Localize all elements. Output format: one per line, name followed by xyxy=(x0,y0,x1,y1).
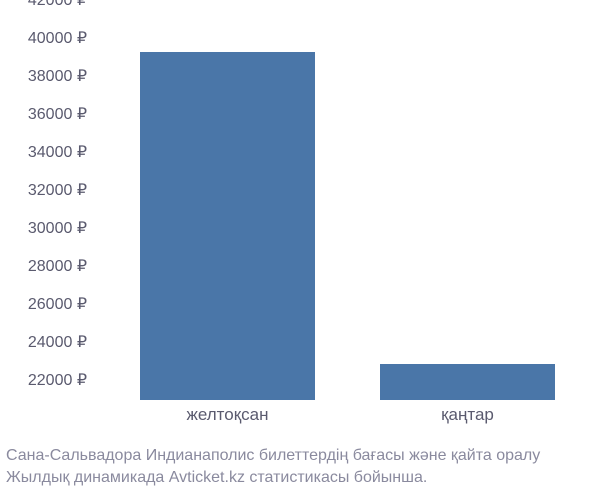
y-tick-label: 40000 ₽ xyxy=(28,28,87,48)
chart-caption: Сана-Сальвадора Индианаполис билеттердің… xyxy=(0,445,600,490)
y-axis: 22000 ₽ 24000 ₽ 26000 ₽ 28000 ₽ 30000 ₽ 32000… xyxy=(0,20,95,400)
caption-line-1: Сана-Сальвадора Индианаполис билеттердің… xyxy=(6,445,594,467)
y-tick-label: 36000 ₽ xyxy=(28,104,87,124)
price-chart: 22000 ₽ 24000 ₽ 26000 ₽ 28000 ₽ 30000 ₽ 32000… xyxy=(0,0,600,500)
y-tick-label: 38000 ₽ xyxy=(28,66,87,86)
bar xyxy=(380,364,555,400)
y-tick-label: 34000 ₽ xyxy=(28,142,87,162)
y-tick-label: 42000 ₽ xyxy=(28,0,87,10)
y-tick-label: 28000 ₽ xyxy=(28,256,87,276)
caption-line-2: Жылдық динамикада Avticket.kz статистика… xyxy=(6,467,594,489)
bars-group xyxy=(100,20,580,400)
x-tick-label: желтоқсан xyxy=(186,405,268,425)
y-tick-label: 24000 ₽ xyxy=(28,332,87,352)
bar xyxy=(140,52,315,400)
y-tick-label: 26000 ₽ xyxy=(28,294,87,314)
x-tick-label: қаңтар xyxy=(441,405,494,425)
y-tick-label: 30000 ₽ xyxy=(28,218,87,238)
y-tick-label: 32000 ₽ xyxy=(28,180,87,200)
x-axis-labels: желтоқсан қаңтар xyxy=(100,405,580,435)
chart-plot-area xyxy=(100,20,580,400)
y-tick-label: 22000 ₽ xyxy=(28,370,87,390)
